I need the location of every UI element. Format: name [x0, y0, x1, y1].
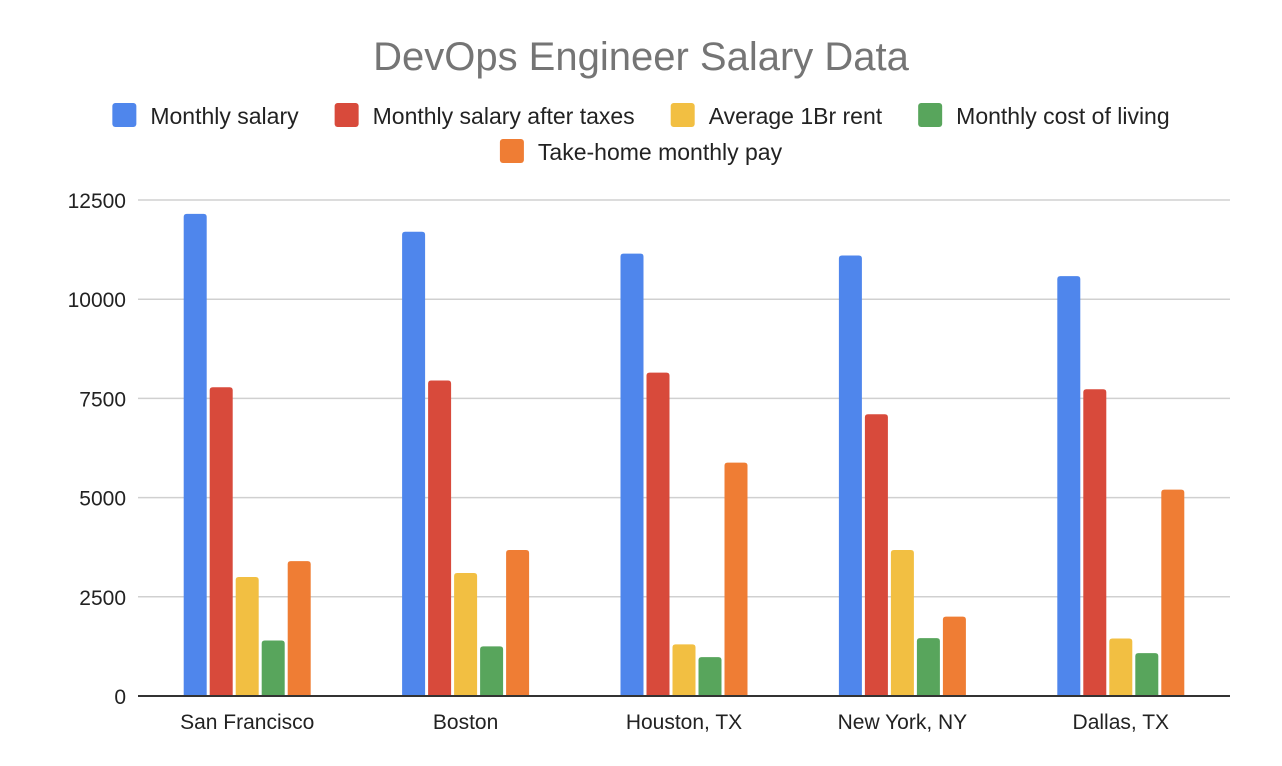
bar-1-0	[402, 231, 426, 696]
bar-4-0	[1057, 276, 1081, 696]
x-tick-label-1: Boston	[433, 711, 498, 734]
bar-0-3	[261, 640, 285, 696]
legend-label-0: Monthly salary	[150, 103, 299, 129]
bar-1-3	[480, 646, 504, 696]
bar-2-0	[620, 253, 644, 696]
x-tick-label-0: San Francisco	[180, 711, 314, 734]
legend-item-3: Monthly cost of living	[918, 103, 1170, 129]
bar-4-4	[1161, 489, 1185, 696]
x-tick-label-3: New York, NY	[838, 711, 968, 734]
bar-0-1	[209, 387, 233, 696]
legend-item-0: Monthly salary	[112, 103, 299, 129]
legend-swatch-1	[334, 103, 359, 127]
bar-2-2	[672, 644, 696, 696]
legend-swatch-4	[499, 139, 524, 163]
x-tick-label-2: Houston, TX	[626, 711, 742, 734]
bar-0-0	[183, 213, 207, 696]
x-axis: San Francisco Boston Houston, TX New York, …	[138, 695, 1230, 734]
legend-label-2: Average 1Br rent	[709, 103, 883, 129]
chart-title: DevOps Engineer Salary Data	[373, 35, 910, 79]
legend-swatch-2	[670, 103, 695, 127]
legend: Monthly salary Monthly salary after taxes…	[112, 103, 1170, 165]
legend-label-4: Take-home monthly pay	[538, 139, 783, 165]
legend-label-3: Monthly cost of living	[956, 103, 1169, 129]
legend-item-2: Average 1Br rent	[670, 103, 883, 129]
bar-group-0	[183, 213, 311, 696]
bar-4-1	[1083, 389, 1107, 696]
bar-1-4	[506, 549, 530, 696]
legend-item-1: Monthly salary after taxes	[334, 103, 635, 129]
legend-label-1: Monthly salary after taxes	[373, 103, 635, 129]
bar-4-2	[1109, 638, 1133, 696]
grid	[138, 199, 1230, 598]
bar-2-4	[724, 462, 748, 696]
y-tick-label-3: 7500	[79, 388, 126, 411]
bar-1-2	[454, 572, 478, 696]
x-tick-label-4: Dallas, TX	[1073, 711, 1169, 734]
bar-2-3	[698, 657, 722, 696]
legend-swatch-3	[918, 103, 943, 127]
bar-group-1	[402, 231, 530, 696]
legend-swatch-0	[112, 103, 137, 127]
bar-0-2	[235, 576, 259, 696]
bar-2-1	[646, 372, 670, 696]
bar-3-2	[890, 549, 914, 696]
bar-3-4	[942, 616, 966, 696]
bar-0-4	[287, 561, 311, 696]
y-tick-label-1: 2500	[79, 587, 126, 610]
bars	[183, 213, 1185, 696]
y-tick-label-2: 5000	[79, 488, 126, 511]
y-tick-label-0: 0	[114, 686, 126, 709]
bar-group-4	[1057, 276, 1185, 696]
legend-item-4: Take-home monthly pay	[499, 139, 783, 165]
y-tick-label-4: 10000	[68, 289, 126, 312]
bar-3-0	[838, 255, 862, 696]
bar-group-2	[620, 253, 748, 696]
y-axis: 0 2500 5000 7500 10000 12500	[68, 190, 126, 709]
bar-group-3	[838, 255, 966, 696]
bar-1-1	[428, 380, 452, 696]
bar-4-3	[1135, 653, 1159, 696]
bar-3-1	[864, 414, 888, 696]
bar-3-3	[916, 638, 940, 696]
y-tick-label-5: 12500	[68, 190, 126, 213]
